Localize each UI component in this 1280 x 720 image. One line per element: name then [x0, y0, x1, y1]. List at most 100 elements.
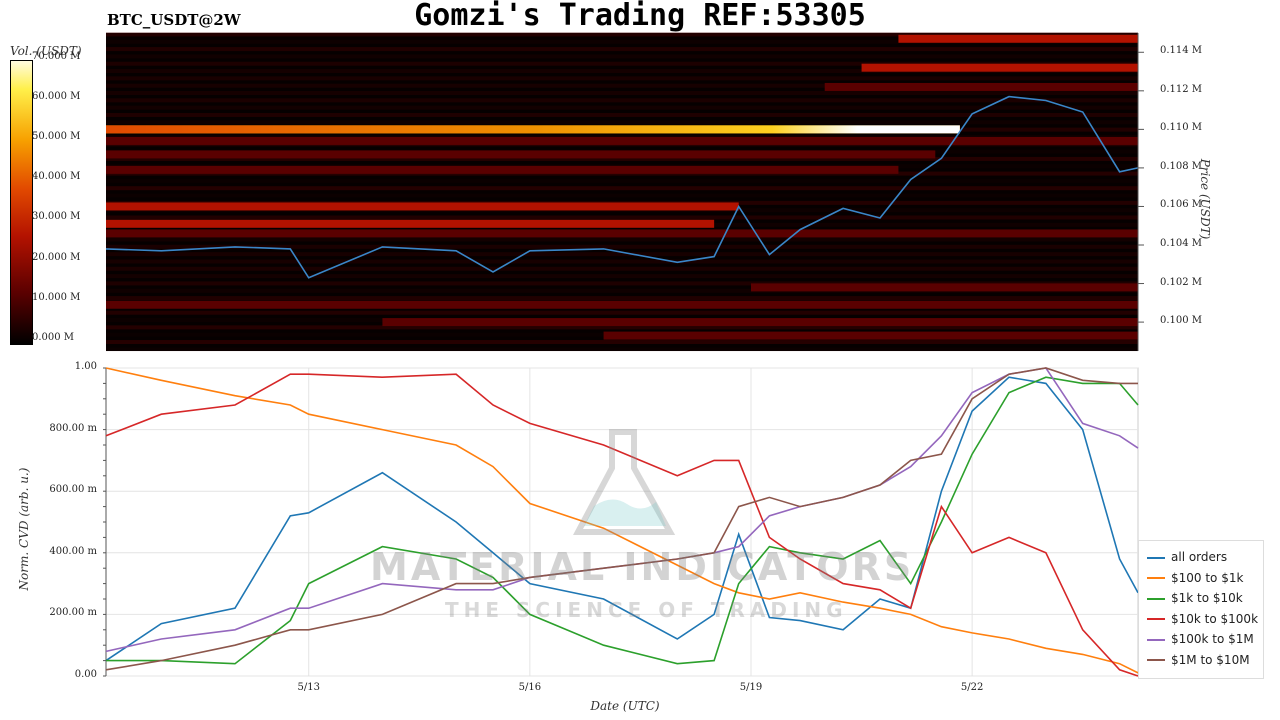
liquidity-band — [861, 63, 1138, 72]
heatmap-row — [106, 288, 1138, 293]
heatmap-row — [106, 215, 1138, 220]
legend-label: all orders — [1171, 550, 1228, 564]
heatmap-row — [106, 178, 1138, 183]
legend-label: $10k to $100k — [1171, 611, 1259, 626]
cvd-y-tick-label: 400.00 m — [49, 545, 97, 557]
liquidity-band — [106, 136, 1138, 145]
liquidity-band — [751, 283, 1138, 292]
heatmap-row — [106, 83, 1138, 88]
cvd-x-tick-label: 5/19 — [739, 682, 763, 693]
cvd-y-tick-label: 600.00 m — [49, 484, 97, 496]
price-tick-label: 0.108 M — [1160, 160, 1203, 172]
legend-swatch — [1147, 597, 1165, 600]
heatmap-row — [106, 186, 1138, 191]
cvd-axis-label: Norm. CVD (arb. u.) — [17, 467, 31, 591]
heatmap-row — [106, 244, 1138, 249]
cvd-x-tick-label: 5/16 — [518, 682, 542, 693]
legend-swatch — [1147, 618, 1165, 620]
heatmap-row — [106, 32, 1138, 37]
liquidity-band — [106, 150, 936, 159]
heatmap-row — [106, 193, 1138, 198]
cvd-series-line — [105, 376, 1139, 662]
cvd-y-tick-label: 1.00 — [74, 361, 97, 372]
legend-label: $1k to $10k — [1171, 591, 1243, 605]
legend-swatch — [1147, 577, 1165, 579]
colorbar-tick: 40.000 M — [32, 171, 81, 183]
price-tick-label: 0.102 M — [1160, 276, 1203, 288]
legend-item: $100k to $1M — [1147, 631, 1254, 647]
legend-swatch — [1147, 659, 1165, 661]
heatmap-row — [106, 112, 1138, 117]
legend-item: $100 to $1k — [1147, 570, 1243, 586]
heatmap-row — [106, 274, 1138, 279]
colorbar-tick: 30.000 M — [32, 211, 81, 223]
liquidity-band — [106, 165, 899, 174]
legend-swatch — [1147, 638, 1165, 641]
liquidity-band — [824, 82, 1138, 91]
price-tick-label: 0.112 M — [1160, 83, 1203, 95]
legend-item: $10k to $100k — [1147, 611, 1258, 627]
liquidity-band — [106, 219, 715, 228]
cvd-plot-area — [105, 367, 1139, 677]
watermark-subtitle: THE SCIENCE OF TRADING — [445, 598, 848, 622]
cvd-y-tick-label: 0.00 — [74, 669, 97, 680]
colorbar-tick: 60.000 M — [32, 90, 81, 102]
colorbar-tick: 10.000 M — [32, 291, 81, 303]
heatmap-row — [106, 252, 1138, 257]
heatmap-row — [106, 296, 1138, 301]
legend-swatch — [1147, 556, 1165, 559]
liquidity-band-peak — [106, 125, 960, 134]
colorbar-tick: 50.000 M — [32, 131, 81, 142]
heatmap-row — [106, 61, 1138, 66]
colorbar-label: Vol. (USDT) — [10, 44, 82, 58]
flask-icon — [573, 429, 676, 535]
cvd-x-tick-label: 5/22 — [960, 682, 984, 693]
legend-label: $100 to $1k — [1171, 570, 1244, 585]
chart-title: Gomzi's Trading REF:53305 — [414, 0, 866, 33]
heatmap-row — [106, 259, 1138, 264]
heatmap-row — [106, 105, 1138, 110]
heatmap-row — [106, 237, 1138, 242]
heatmap-row — [106, 310, 1138, 315]
liquidity-band — [898, 34, 1138, 43]
heatmap-row — [106, 91, 1138, 96]
liquidity-band — [106, 300, 1138, 309]
heatmap-row — [106, 69, 1138, 74]
colorbar-tick: 20.000 M — [32, 251, 81, 263]
legend-item: $1k to $10k — [1147, 590, 1243, 606]
colorbar — [10, 60, 33, 345]
cvd-series-line — [105, 373, 1139, 677]
heatmap-row — [106, 39, 1138, 44]
heatmap-row — [106, 54, 1138, 59]
price-tick-label: 0.100 M — [1160, 315, 1203, 327]
cvd-series-line — [105, 367, 1138, 671]
cvd-y-tick-label: 200.00 m — [49, 607, 97, 619]
heatmap-row — [106, 266, 1138, 271]
cvd-y-tick-label: 800.00 m — [49, 422, 97, 434]
colorbar-tick: 70.000 M — [32, 50, 81, 62]
heatmap-row — [106, 325, 1138, 330]
price-tick-label: 0.110 M — [1160, 122, 1203, 134]
watermark-title: MATERIAL INDICATORS — [370, 545, 915, 589]
colorbar-tick: 0.000 M — [32, 332, 75, 343]
price-line — [105, 95, 1139, 279]
cvd-x-tick-label: 5/13 — [297, 682, 320, 693]
price-tick-label: 0.114 M — [1160, 45, 1203, 57]
price-tick-label: 0.104 M — [1160, 238, 1203, 249]
x-axis-label: Date (UTC) — [590, 699, 660, 713]
heatmap-row — [106, 156, 1138, 161]
heatmap-row — [106, 281, 1138, 286]
legend: all orders $100 to $1k $1k to $10k $10k to … — [1138, 540, 1264, 679]
heatmap-row — [106, 47, 1138, 52]
heatmap-row — [106, 76, 1138, 81]
cvd-line-chart — [103, 367, 1139, 677]
heatmap-row — [106, 120, 1138, 125]
legend-item: $1M to $10M — [1147, 652, 1250, 668]
heatmap-row — [106, 340, 1138, 345]
liquidity-band — [382, 318, 1138, 327]
cvd-series-line — [106, 376, 1139, 665]
heatmap-row — [106, 98, 1138, 103]
heatmap-row — [106, 347, 1138, 352]
heatmap-chart — [105, 32, 1144, 352]
liquidity-band — [106, 229, 1138, 238]
